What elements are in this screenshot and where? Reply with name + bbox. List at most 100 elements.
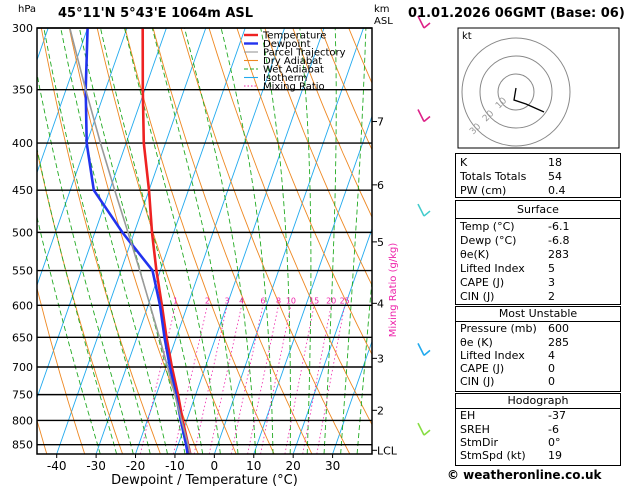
mixing-ratio-line [230,305,264,454]
index-row-totals: Totals Totals 54 [460,170,562,183]
mu-row: CIN (J) 0 [460,375,555,388]
wet-adiabat-line [124,28,221,454]
mixing-ratio-label: 8 [276,296,281,305]
isotherm-line [292,227,372,454]
wind-barb [417,203,431,217]
wet-adiabat-line [340,28,367,454]
pressure-tick-label: 400 [12,137,33,150]
isotherm-line [95,28,246,454]
hodograph-table-title: Hodograph [507,394,569,407]
legend-label: Isotherm [263,73,307,84]
temperature-axis: -40 -30 -20 -10 0 10 20 30 Dewpoint / Temperatur… [47,454,340,486]
pressure-tick-label: 850 [12,439,33,452]
wet-adiabat-line [43,28,151,454]
dry-adiabat-line [264,28,372,287]
x-tick-label: -40 [47,459,67,473]
dry-adiabat-line [320,28,372,151]
hodo-row: EH -37 [460,409,566,422]
wet-adiabat-line [323,28,337,454]
height-tick-label: 6 [377,179,384,192]
wind-barb [417,15,431,29]
isotherm-line [174,28,325,454]
wet-adiabat-line [299,28,312,454]
mu-row: θe (K) 285 [460,336,569,349]
isotherm-line [0,28,9,454]
plot-frame [36,27,373,455]
legend-label: Parcel Trajectory [263,48,346,59]
surface-row: θe(K) 283 [460,248,569,261]
dry-adiabat-line [40,28,161,454]
x-tick-label: 20 [286,459,301,473]
isotherm-line [37,28,128,287]
height-axis: 7 6 5 4 3 2 LCL [372,116,398,457]
wet-adiabat-line [356,274,372,454]
surface-row: Temp (°C) -6.1 [460,220,570,233]
pressure-tick-label: 700 [12,361,33,374]
hodograph-unit-label: kt [462,31,472,42]
mixing-ratio-line [284,305,315,454]
legend-label: Wet Adiabat [263,65,324,76]
mixing-ratio-axis-title: Mixing Ratio (g/kg) [388,243,399,338]
mixing-ratio-label: 15 [309,296,319,305]
isotherm-line [135,28,286,454]
hodograph-table: Hodograph EH -37 SREH -6 StmDir 0° StmSpd (… [455,393,621,466]
km-unit-label: km [374,4,390,15]
datetime-title: 01.01.2026 06GMT (Base: 06) [408,6,625,21]
series-parcel-trajectory [69,28,192,454]
mixing-ratio-label: 1 [173,296,178,305]
dry-adiabat-line [37,286,86,454]
wind-barb [417,343,431,357]
x-axis-title: Dewpoint / Temperature (°C) [111,473,298,486]
pressure-tick-label: 750 [12,389,33,402]
dry-adiabat-line [292,28,372,219]
wet-adiabat-line [37,214,101,454]
surface-row: CIN (J) 2 [460,290,555,303]
hodo-row: StmDir 0° [460,436,561,449]
x-tick-label: 30 [325,459,340,473]
wet-adiabat-line [260,28,291,454]
mixing-ratio-label: 25 [340,296,350,305]
surface-title: Surface [517,203,559,216]
wet-adiabat-line [60,28,168,454]
x-tick-label: 10 [246,459,261,473]
mixing-ratio-label: 2 [205,296,210,305]
isotherm-line [332,340,372,454]
x-tick-label: -10 [165,459,185,473]
wind-barb [417,422,431,436]
height-tick-label: 5 [377,236,384,249]
legend-label: Dry Adiabat [263,56,322,67]
mixing-ratio-line [193,305,228,454]
surface-row: Dewp (°C) -6.8 [460,234,570,247]
mixing-ratio-line [173,305,208,454]
wet-adiabat-line [37,146,118,454]
height-tick-label: 3 [377,352,384,365]
legend-label: Dewpoint [263,39,311,50]
pressure-tick-label: 450 [12,184,33,197]
dry-adiabat-line [0,28,9,454]
x-tick-label: -20 [126,459,146,473]
isotherm-line [37,28,89,174]
indices-box: K 18 Totals Totals 54 PW (cm) 0.4 [455,153,621,198]
isotherm-line [37,28,167,400]
pressure-unit-label: hPa [18,4,37,15]
wind-barbs [417,15,431,436]
pressure-tick-label: 650 [12,331,33,344]
wet-adiabat-line [37,71,134,454]
mixing-ratio-labels: 1 2 3 4 6 8 10 15 20 25 Mixing Ratio (g/kg) [173,243,399,338]
legend-label: Mixing Ratio [263,82,325,93]
wet-adiabat-line [151,28,239,454]
height-tick-label: 7 [377,116,384,129]
mu-row: Pressure (mb) 600 [460,322,569,335]
height-tick-label: 4 [377,297,384,310]
most-unstable-title: Most Unstable [498,307,578,320]
hodograph-ring [461,37,571,147]
isotherm-line [213,28,364,454]
pressure-tick-label: 500 [12,226,33,239]
series-temperature [141,28,192,454]
mixing-ratio-label: 20 [326,296,336,305]
hodograph-ring [497,73,535,111]
mu-row: Lifted Index 4 [460,349,555,362]
mixing-ratio-line [316,305,346,454]
